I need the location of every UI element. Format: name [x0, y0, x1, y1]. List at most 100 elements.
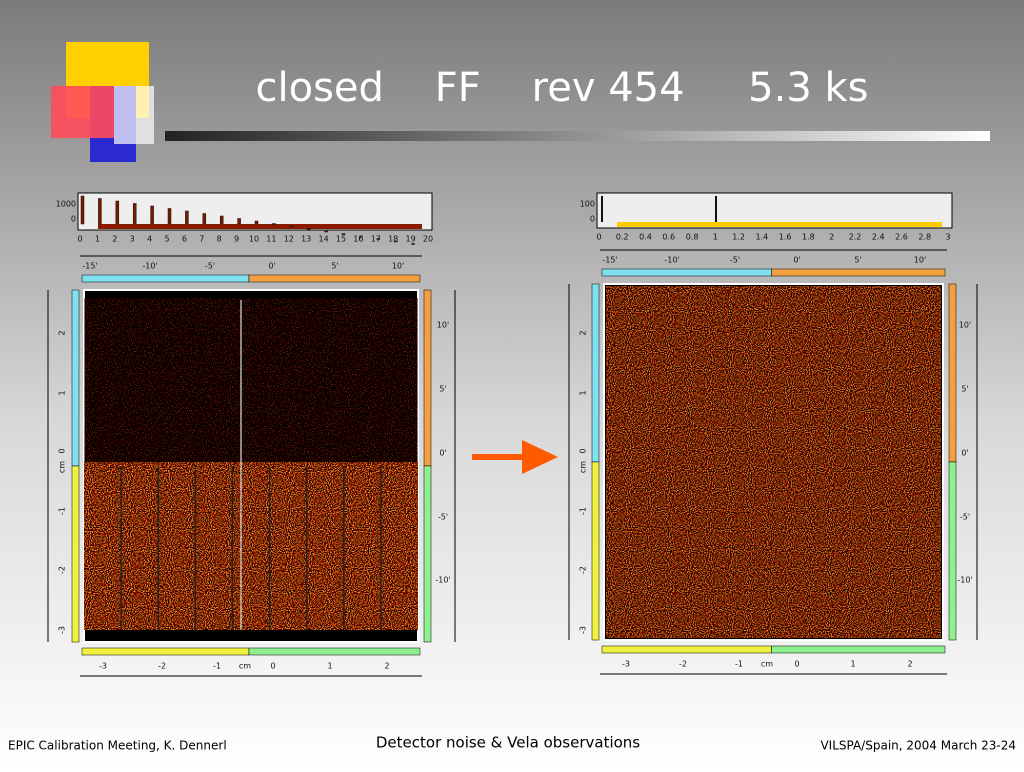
bottom-axis-label: -2: [679, 660, 687, 669]
hist-bar: [202, 213, 207, 225]
axis-band: [81, 647, 250, 656]
hist-tick-label: 8: [217, 235, 222, 244]
axis-band: [248, 647, 421, 656]
hist-tick-label: 3: [130, 235, 135, 244]
left-axis-label: 2: [579, 330, 588, 335]
hist-tick-label: 11: [266, 235, 276, 244]
hist-bar: [115, 200, 120, 225]
top-axis-label: 0': [268, 262, 275, 271]
hist-tick-label: 2: [112, 235, 117, 244]
bottom-axis-label: -3: [622, 660, 630, 669]
hist-tick-label: 0.2: [616, 233, 629, 242]
top-axis-label: -15': [82, 262, 97, 271]
hist-bar: [324, 230, 328, 233]
hist-tick-label: 0.8: [686, 233, 699, 242]
footer-center: Detector noise & Vela observations: [376, 734, 640, 752]
bottom-axis-label: 2: [384, 662, 389, 671]
hist-bar: [289, 225, 294, 228]
hist-tick-label: 14: [319, 235, 329, 244]
bottom-axis-label: cm: [239, 662, 251, 671]
axis-band: [771, 268, 946, 277]
hist-bar: [306, 228, 311, 230]
hist-tick-label: 15: [336, 235, 346, 244]
left-axis-label: 1: [579, 390, 588, 395]
hist-tick-label: 12: [284, 235, 294, 244]
axis-band: [601, 645, 772, 654]
right-axis-label: -10': [957, 576, 972, 585]
hist-bar: [185, 210, 189, 225]
right-axis-label: 5': [961, 385, 968, 394]
hist-tick-label: 1.2: [732, 233, 745, 242]
slide-title: closed FF rev 454 5.3 ks: [256, 65, 869, 111]
hist-tick-label: 0.4: [639, 233, 652, 242]
bottom-axis-label: -1: [735, 660, 743, 669]
hist-tick-label: 16: [353, 235, 363, 244]
axis-band: [71, 465, 80, 643]
top-axis-label: -15': [602, 256, 617, 265]
hist-tick-label: 2: [829, 233, 834, 242]
axis-band: [71, 289, 80, 467]
bottom-axis-label: -1: [213, 662, 221, 671]
histogram-colorbar: [617, 222, 942, 227]
hist-tick-label: 1.8: [802, 233, 815, 242]
logo-square: [51, 86, 114, 138]
bottom-axis-label: 2: [907, 660, 912, 669]
hist-bar: [411, 243, 415, 245]
hist-tick-label: 2.2: [849, 233, 862, 242]
top-axis-label: 10': [914, 256, 926, 265]
left-axis-label: 0: [58, 448, 67, 453]
bottom-axis-label: -3: [99, 662, 107, 671]
top-axis-label: 0': [793, 256, 800, 265]
hist-bar: [715, 196, 717, 222]
hist-bar: [237, 218, 241, 225]
hist-tick-label: 3: [945, 233, 950, 242]
hist-tick-label: 1: [95, 235, 100, 244]
hist-tick-label: 2.6: [895, 233, 908, 242]
hist-bar: [167, 208, 172, 225]
hist-tick-label: 0: [77, 235, 82, 244]
right-axis-label: -5': [438, 513, 448, 522]
top-axis-label: -5': [205, 262, 215, 271]
axis-band: [423, 465, 432, 643]
hist-bar: [272, 223, 276, 225]
left-axis-label: cm: [579, 461, 588, 473]
hist-tick-label: 13: [301, 235, 311, 244]
right-axis-label: -10': [435, 576, 450, 585]
footer-left: EPIC Calibration Meeting, K. Dennerl: [8, 739, 227, 753]
bottom-axis-label: cm: [761, 660, 773, 669]
axis-band: [591, 283, 600, 463]
hist-tick-label: 2.8: [918, 233, 931, 242]
left-axis-label: 2: [58, 330, 67, 335]
bottom-axis-label: 0: [270, 662, 275, 671]
left-axis-label: -1: [579, 507, 588, 515]
hist-bar: [376, 238, 381, 240]
histogram-colorbar: [98, 224, 422, 229]
title-rule: [165, 131, 990, 141]
hist-tick-label: 0: [596, 233, 601, 242]
hist-tick-label: 19: [406, 235, 416, 244]
top-axis-label: 5': [854, 256, 861, 265]
axis-band: [591, 461, 600, 641]
hist-tick-label: 10: [249, 235, 259, 244]
left-axis-label: -3: [579, 626, 588, 634]
detector-noise: [84, 462, 418, 630]
hist-tick-label: 9: [234, 235, 239, 244]
hist-bar: [601, 196, 603, 222]
hist-bar: [254, 220, 259, 225]
hist-tick-label: 7: [199, 235, 204, 244]
logo-square: [114, 86, 154, 144]
left-axis-label: -3: [58, 626, 67, 634]
detector-noise: [606, 286, 941, 638]
right-axis-label: 0': [961, 449, 968, 458]
left-axis-label: -2: [58, 566, 67, 574]
hist-tick-label: 6: [182, 235, 187, 244]
hist-bar: [150, 205, 154, 225]
hist-bar: [359, 235, 363, 238]
axis-band: [423, 289, 432, 467]
hist-bar: [80, 195, 85, 225]
left-axis-label: -1: [58, 507, 67, 515]
top-axis-label: 5': [331, 262, 338, 271]
right-axis-label: 5': [439, 385, 446, 394]
left-axis-label: 1: [58, 390, 67, 395]
